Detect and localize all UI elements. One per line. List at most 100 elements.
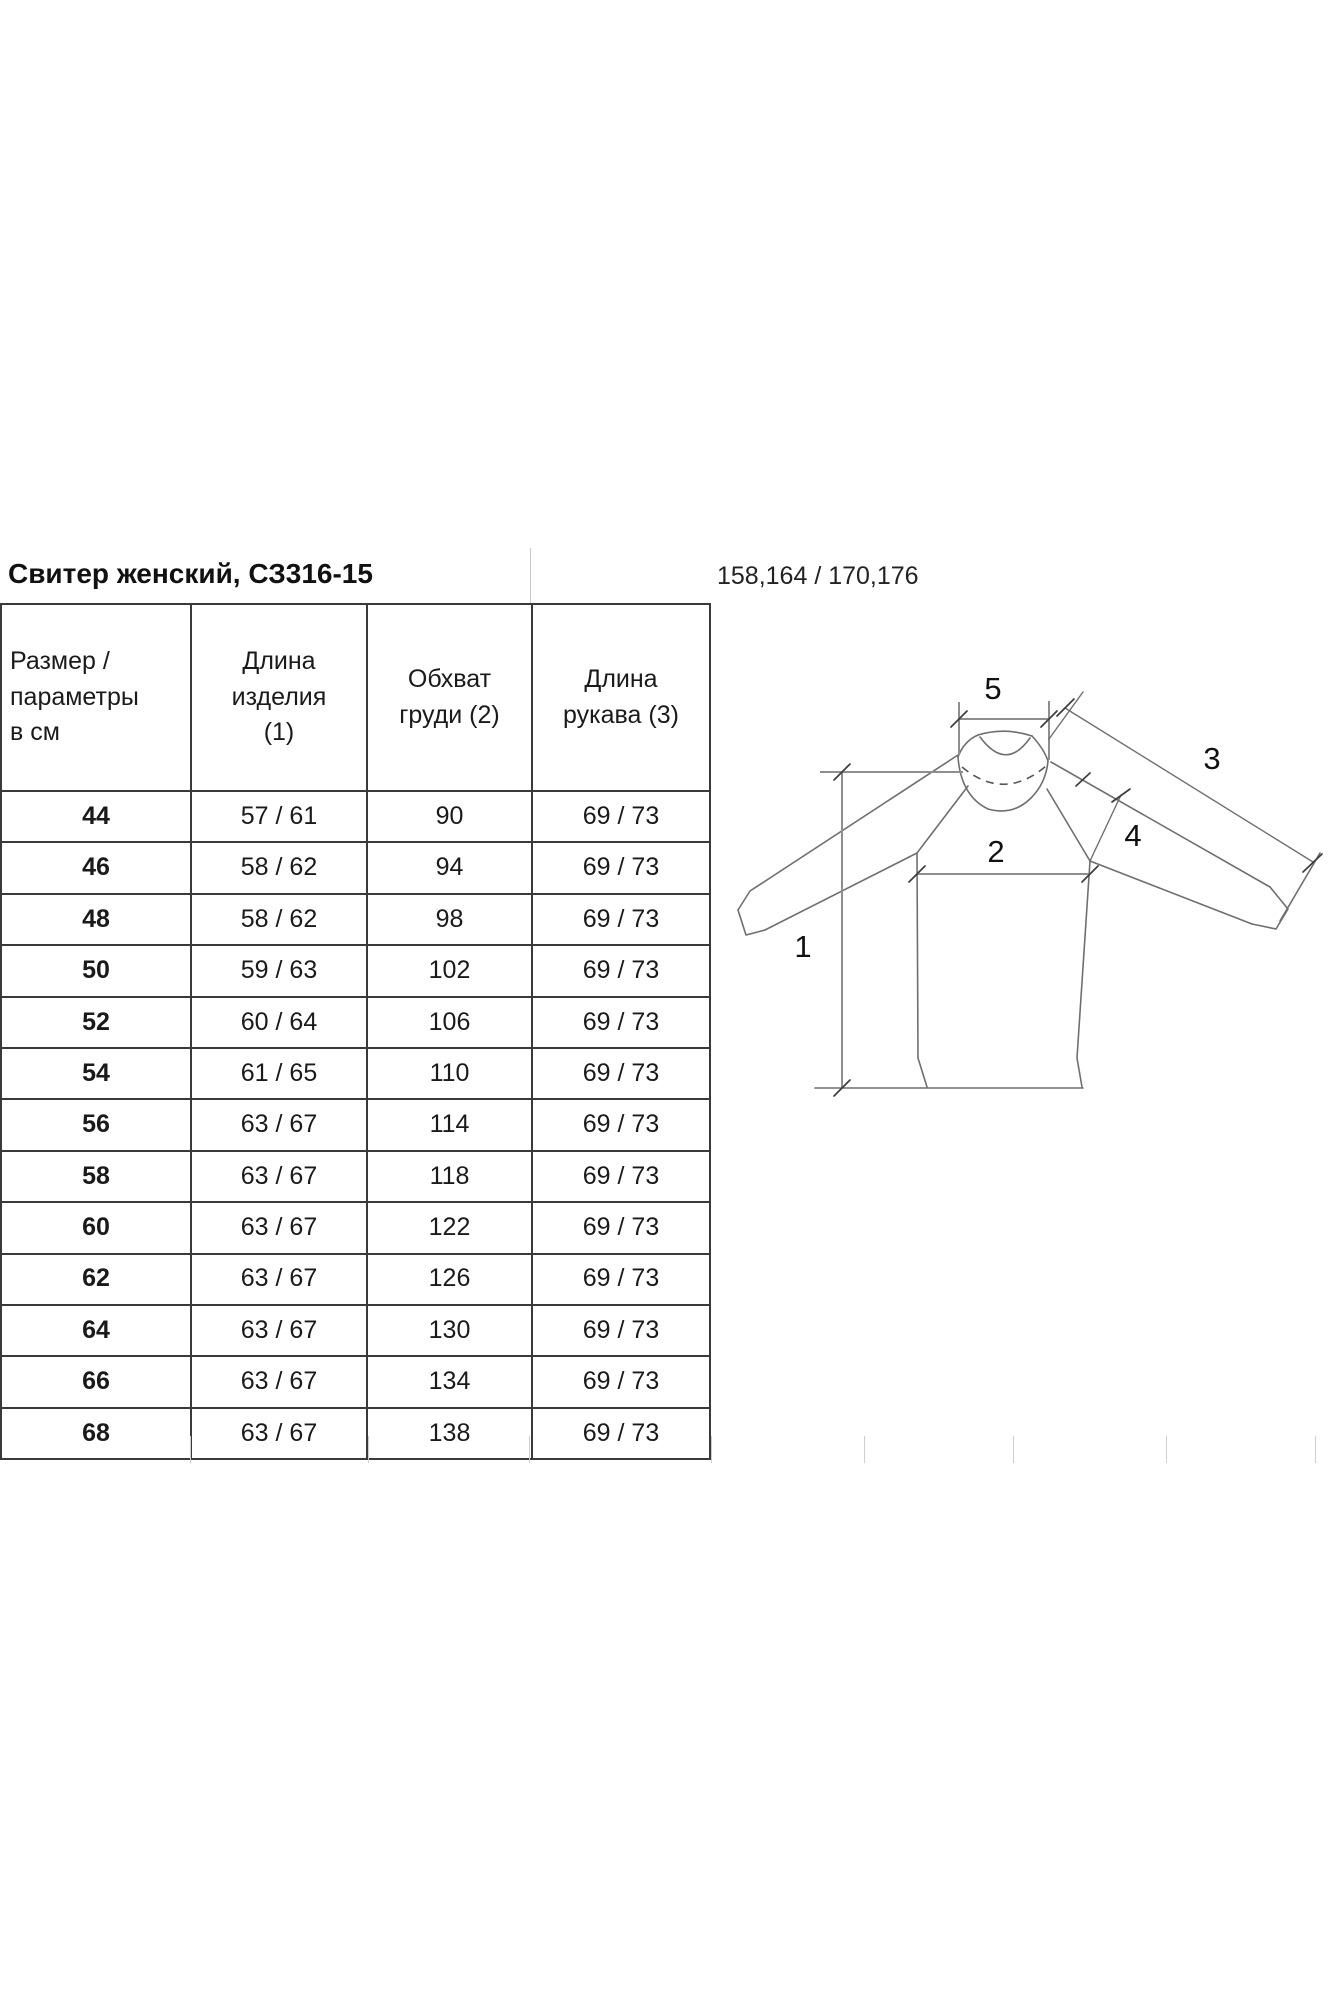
table-cell: 69 / 73 xyxy=(531,1151,709,1202)
table-row: 68 63 / 67 138 69 / 73 xyxy=(2,1406,709,1459)
table-cell: 69 / 73 xyxy=(531,1254,709,1304)
table-cell: 63 / 67 xyxy=(190,1357,366,1407)
table-cell: 64 xyxy=(82,1315,110,1344)
table-cell: 94 xyxy=(366,843,531,893)
body-left-edge xyxy=(916,852,928,1088)
dim-sleeve-line xyxy=(1064,707,1314,863)
tick xyxy=(1302,853,1323,873)
table-cell: 58 / 62 xyxy=(190,843,366,893)
table-cell: 118 xyxy=(366,1151,531,1202)
label-chest: 2 xyxy=(987,834,1004,869)
table-cell: 63 / 67 xyxy=(190,1408,366,1459)
table-cell: 46 xyxy=(82,853,110,882)
right-sleeve-top-edge xyxy=(1050,761,1271,888)
dim-armhole-line xyxy=(1089,794,1122,862)
gridline-stub xyxy=(711,1436,712,1463)
table-cell: 50 xyxy=(82,956,110,985)
collar-top-edge xyxy=(977,730,1033,737)
body-right-edge xyxy=(1076,860,1091,1088)
gridline-stub xyxy=(1315,1436,1316,1463)
table-cell: 69 / 73 xyxy=(531,843,709,893)
table-cell: 106 xyxy=(366,997,531,1047)
table-cell: 56 xyxy=(82,1110,110,1139)
header-size: Размер / параметры в см xyxy=(10,647,139,747)
right-sleeve-bottom-edge xyxy=(1089,860,1253,925)
table-cell: 63 / 67 xyxy=(190,1151,366,1202)
dimension-labels: 1 2 3 4 5 xyxy=(794,671,1220,964)
gridline-stub xyxy=(368,1436,369,1463)
table-cell: 44 xyxy=(82,801,110,830)
table-cell: 122 xyxy=(366,1203,531,1253)
table-header-row: Размер / параметры в см Длина изделия (1… xyxy=(2,605,709,790)
gridline-stub xyxy=(1166,1436,1167,1463)
table-cell: 69 / 73 xyxy=(531,1408,709,1459)
table-cell: 66 xyxy=(82,1367,110,1396)
sweater-measurement-diagram: 1 2 3 4 5 xyxy=(737,671,1323,1097)
table-cell: 134 xyxy=(366,1357,531,1407)
tick xyxy=(1040,710,1058,728)
dimension-lines xyxy=(820,691,1314,1088)
dim-sleeve-start-ext xyxy=(1048,691,1084,740)
tick xyxy=(1081,865,1099,883)
header-sleeve: Длина рукава (3) xyxy=(531,605,709,790)
table-cell: 102 xyxy=(366,946,531,996)
height-range-label: 158,164 / 170,176 xyxy=(717,562,919,590)
collar-front-curve xyxy=(957,756,1049,812)
table-cell: 52 xyxy=(82,1007,110,1036)
label-armhole: 4 xyxy=(1124,818,1141,853)
table-cell: 110 xyxy=(366,1048,531,1099)
header-chest: Обхват груди (2) xyxy=(366,605,531,790)
header-product-length: Длина изделия (1) xyxy=(190,605,366,790)
table-row: 50 59 / 63 102 69 / 73 xyxy=(2,944,709,996)
page-title: Свитер женский, СЗ316-15 xyxy=(8,558,373,589)
table-cell: 68 xyxy=(82,1418,110,1447)
sweater-outline xyxy=(737,730,1321,1089)
table-cell: 61 / 65 xyxy=(190,1048,366,1099)
table-cell: 90 xyxy=(366,792,531,842)
table-row: 46 58 / 62 94 69 / 73 xyxy=(2,841,709,893)
table-cell: 69 / 73 xyxy=(531,1100,709,1150)
table-cell: 69 / 73 xyxy=(531,792,709,842)
table-cell: 63 / 67 xyxy=(190,1305,366,1356)
gridline-stub xyxy=(864,1436,865,1463)
gridline-stub xyxy=(190,1436,191,1463)
tick xyxy=(833,763,851,781)
table-cell: 62 xyxy=(82,1264,110,1293)
table-cell: 48 xyxy=(82,904,110,933)
table-row: 48 58 / 62 98 69 / 73 xyxy=(2,892,709,945)
cuff-extension-line xyxy=(1279,852,1321,922)
table-cell: 69 / 73 xyxy=(531,894,709,945)
label-product-length: 1 xyxy=(794,929,811,964)
table-cell: 63 / 67 xyxy=(190,1254,366,1304)
right-raglan-seam xyxy=(1046,788,1091,862)
table-cell: 57 / 61 xyxy=(190,792,366,842)
label-neck-width: 5 xyxy=(984,671,1001,706)
table-cell: 126 xyxy=(366,1254,531,1304)
neck-seam-dashed-line xyxy=(961,765,1047,785)
table-row: 66 63 / 67 134 69 / 73 xyxy=(2,1355,709,1407)
table-cell: 69 / 73 xyxy=(531,1357,709,1407)
left-sleeve-top-edge xyxy=(737,754,959,911)
tick xyxy=(950,710,968,728)
table-row: 58 63 / 67 118 69 / 73 xyxy=(2,1149,709,1202)
table-cell: 63 / 67 xyxy=(190,1203,366,1253)
table-row: 64 63 / 67 130 69 / 73 xyxy=(2,1303,709,1356)
table-row: 52 60 / 64 106 69 / 73 xyxy=(2,995,709,1047)
collar-right-edge xyxy=(1031,735,1049,762)
table-cell: 60 / 64 xyxy=(190,997,366,1047)
table-row: 44 57 / 61 90 69 / 73 xyxy=(2,790,709,842)
table-cell: 69 / 73 xyxy=(531,946,709,996)
table-cell: 69 / 73 xyxy=(531,1203,709,1253)
table-cell: 69 / 73 xyxy=(531,1048,709,1099)
gridline-stub xyxy=(529,1436,530,1463)
tick xyxy=(908,865,926,883)
table-cell: 69 / 73 xyxy=(531,1305,709,1356)
title-cell-divider xyxy=(530,548,531,603)
table-cell: 54 xyxy=(82,1058,110,1087)
label-sleeve-length: 3 xyxy=(1203,741,1220,776)
table-row: 54 61 / 65 110 69 / 73 xyxy=(2,1046,709,1099)
table-cell: 98 xyxy=(366,894,531,945)
table-cell: 114 xyxy=(366,1100,531,1150)
table-cell: 58 xyxy=(82,1161,110,1190)
